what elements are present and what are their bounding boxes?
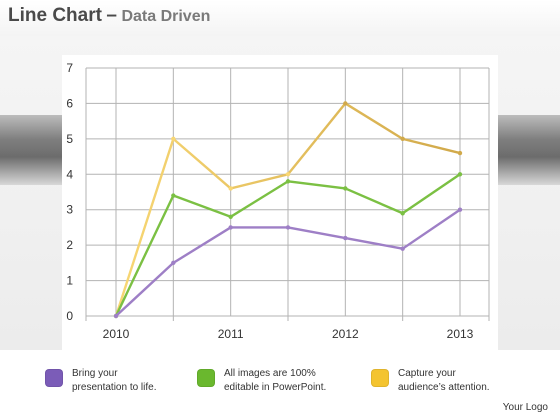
line-chart: 0 1 2 3 4 5 6 7 2010 2011 2012 2013 — [66, 61, 490, 341]
data-point-purple — [400, 246, 405, 251]
x-tick-label: 2013 — [447, 327, 474, 341]
data-point-yellow — [171, 136, 176, 142]
grid — [85, 67, 490, 321]
logo-text: Your Logo — [502, 402, 548, 413]
title-separator: – — [106, 5, 117, 26]
title-subtitle: Data Driven — [121, 8, 211, 25]
data-point-green — [400, 211, 405, 216]
series-layer — [113, 101, 463, 319]
y-tick-label: 2 — [66, 238, 73, 252]
legend-item-purple: Bring your presentation to life. — [45, 367, 192, 395]
legend: Bring your presentation to life. All ima… — [45, 367, 515, 401]
y-tick-label: 0 — [66, 309, 73, 323]
right-decorative-bar — [498, 115, 560, 185]
data-point-yellow — [343, 101, 348, 106]
data-point-green — [457, 172, 463, 177]
legend-swatch-yellow — [371, 369, 389, 387]
data-point-green — [343, 186, 348, 191]
legend-item-green: All images are 100% editable in PowerPoi… — [197, 367, 344, 395]
data-point-purple — [171, 260, 176, 266]
legend-swatch-purple — [45, 369, 63, 387]
data-point-purple — [228, 225, 233, 230]
x-tick-label: 2011 — [218, 327, 244, 341]
x-tick-label: 2012 — [332, 327, 359, 341]
y-tick-label: 6 — [66, 96, 73, 110]
header-band: Line Chart – Data Driven — [0, 0, 560, 36]
legend-item-yellow: Capture your audience’s attention. — [371, 367, 518, 395]
data-point-yellow — [457, 150, 463, 156]
title-main: Line Chart — [8, 5, 102, 26]
legend-text-yellow: Capture your audience’s attention. — [398, 368, 490, 393]
data-point-purple — [343, 235, 348, 241]
data-point-green — [171, 193, 176, 198]
data-point-green — [285, 179, 291, 184]
data-point-yellow — [400, 136, 405, 142]
chart-card: 0 1 2 3 4 5 6 7 2010 2011 2012 2013 — [62, 55, 498, 355]
data-point-yellow — [285, 172, 291, 177]
data-point-yellow — [228, 186, 233, 191]
page-title: Line Chart – Data Driven — [8, 5, 210, 27]
y-tick-label: 5 — [66, 132, 73, 146]
legend-text-purple: Bring your presentation to life. — [72, 368, 157, 393]
y-tick-label: 3 — [66, 203, 73, 217]
y-tick-label: 4 — [66, 167, 73, 181]
legend-text-green: All images are 100% editable in PowerPoi… — [224, 368, 327, 393]
legend-swatch-green — [197, 369, 215, 387]
data-point-green — [228, 214, 233, 219]
y-tick-label: 7 — [66, 61, 73, 75]
x-tick-label: 2010 — [103, 327, 130, 341]
data-point-purple — [457, 207, 463, 212]
data-point-purple — [285, 225, 291, 230]
left-decorative-bar — [0, 115, 62, 185]
tick-labels: 0 1 2 3 4 5 6 7 2010 2011 2012 2013 — [66, 61, 473, 341]
data-point-purple — [113, 313, 119, 319]
y-tick-label: 1 — [66, 274, 73, 288]
